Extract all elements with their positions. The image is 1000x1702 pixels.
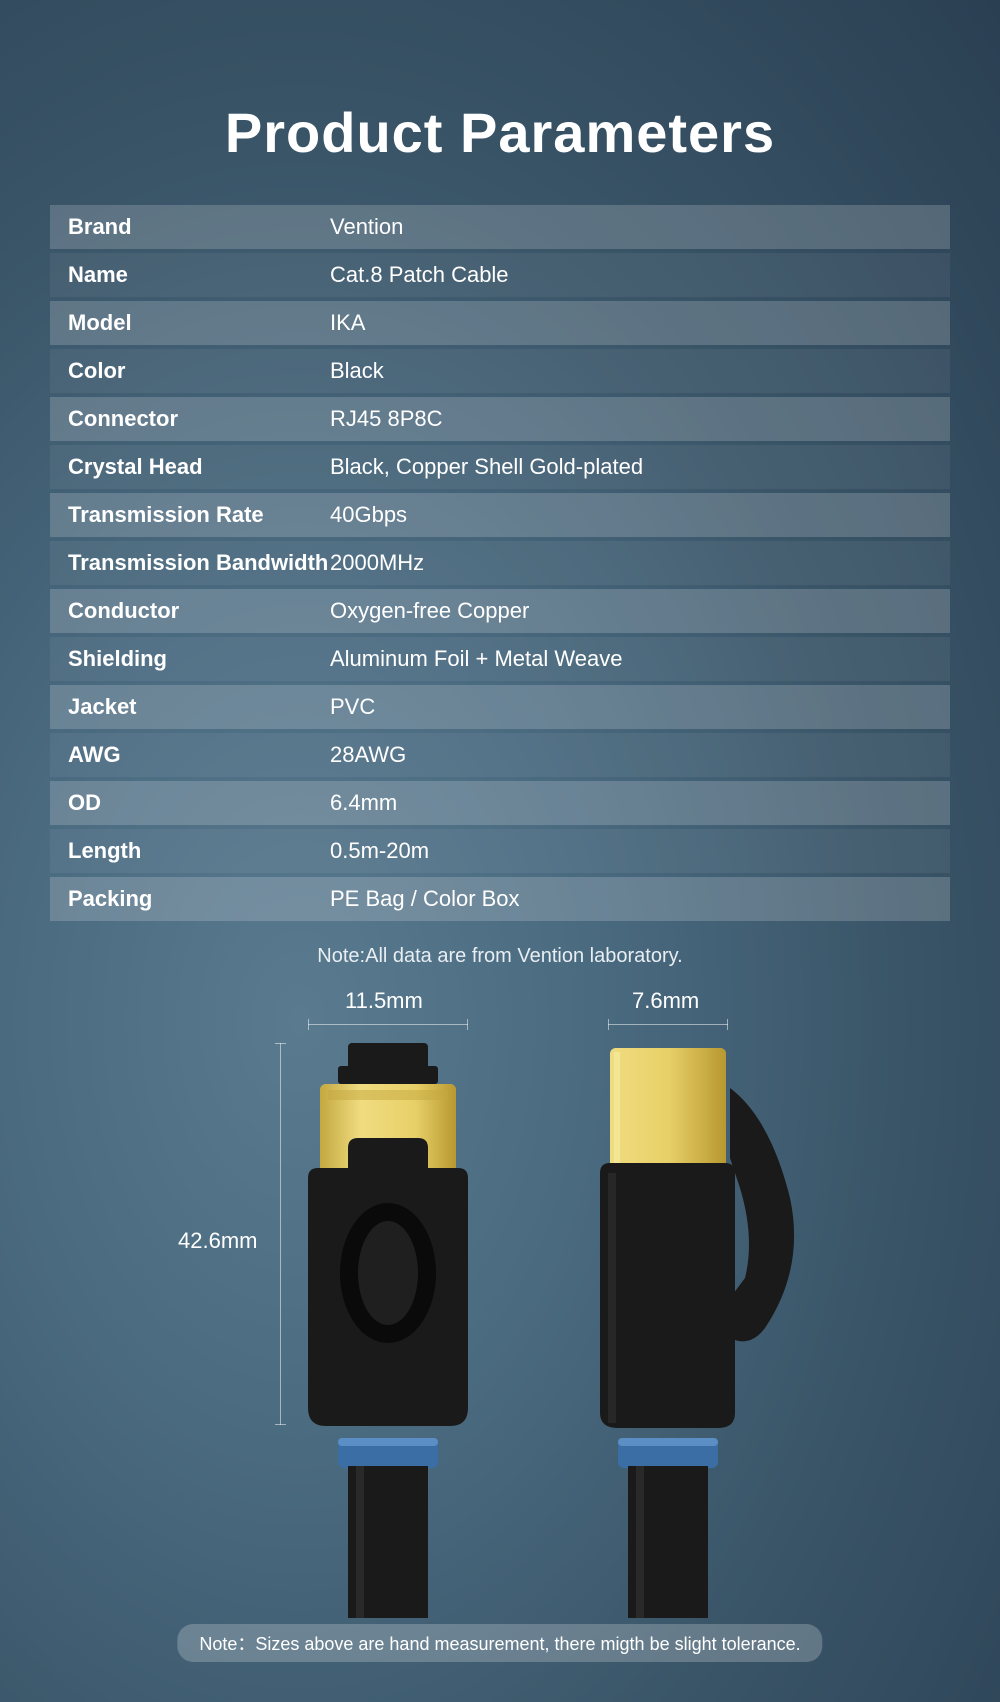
spec-row: ModelIKA [50, 301, 950, 345]
spec-row: AWG28AWG [50, 733, 950, 777]
spec-row: ConnectorRJ45 8P8C [50, 397, 950, 441]
tolerance-note: Note：Sizes above are hand measurement, t… [177, 1624, 822, 1662]
spec-row: Crystal HeadBlack, Copper Shell Gold-pla… [50, 445, 950, 489]
spec-label: Model [50, 310, 330, 336]
spec-row: BrandVention [50, 205, 950, 249]
spec-value: Black, Copper Shell Gold-plated [330, 454, 950, 480]
spec-label: Crystal Head [50, 454, 330, 480]
spec-label: Brand [50, 214, 330, 240]
spec-label: Length [50, 838, 330, 864]
spec-row: ConductorOxygen-free Copper [50, 589, 950, 633]
dim-width-side: 7.6mm [632, 988, 699, 1014]
spec-label: AWG [50, 742, 330, 768]
spec-row: ColorBlack [50, 349, 950, 393]
spec-row: JacketPVC [50, 685, 950, 729]
spec-value: IKA [330, 310, 950, 336]
spec-value: PVC [330, 694, 950, 720]
spec-label: Color [50, 358, 330, 384]
spec-value: Oxygen-free Copper [330, 598, 950, 624]
spec-label: Transmission Bandwidth [50, 550, 330, 576]
spec-value: 6.4mm [330, 790, 950, 816]
lab-note: Note:All data are from Vention laborator… [50, 945, 950, 968]
spec-value: Aluminum Foil + Metal Weave [330, 646, 950, 672]
spec-label: Name [50, 262, 330, 288]
spec-value: PE Bag / Color Box [330, 886, 950, 912]
spec-row: OD6.4mm [50, 781, 950, 825]
dim-width-front: 11.5mm [345, 988, 423, 1014]
spec-label: Conductor [50, 598, 330, 624]
spec-value: 40Gbps [330, 502, 950, 528]
spec-label: Jacket [50, 694, 330, 720]
connector-diagram: 11.5mm 7.6mm 42.6mm [50, 988, 950, 1618]
spec-label: Transmission Rate [50, 502, 330, 528]
spec-value: 2000MHz [330, 550, 950, 576]
spec-row: Transmission Rate40Gbps [50, 493, 950, 537]
spec-table: BrandVentionNameCat.8 Patch CableModelIK… [50, 205, 950, 921]
spec-value: 28AWG [330, 742, 950, 768]
spec-label: Shielding [50, 646, 330, 672]
spec-row: PackingPE Bag / Color Box [50, 877, 950, 921]
spec-row: NameCat.8 Patch Cable [50, 253, 950, 297]
spec-value: RJ45 8P8C [330, 406, 950, 432]
page-title: Product Parameters [50, 100, 950, 165]
connector-front-icon [308, 1038, 468, 1618]
spec-row: ShieldingAluminum Foil + Metal Weave [50, 637, 950, 681]
spec-label: OD [50, 790, 330, 816]
spec-row: Length0.5m-20m [50, 829, 950, 873]
spec-value: Black [330, 358, 950, 384]
spec-row: Transmission Bandwidth2000MHz [50, 541, 950, 585]
spec-label: Packing [50, 886, 330, 912]
dim-height: 42.6mm [178, 1228, 257, 1254]
connector-side-icon [590, 1038, 810, 1618]
spec-value: 0.5m-20m [330, 838, 950, 864]
spec-value: Vention [330, 214, 950, 240]
spec-label: Connector [50, 406, 330, 432]
spec-value: Cat.8 Patch Cable [330, 262, 950, 288]
